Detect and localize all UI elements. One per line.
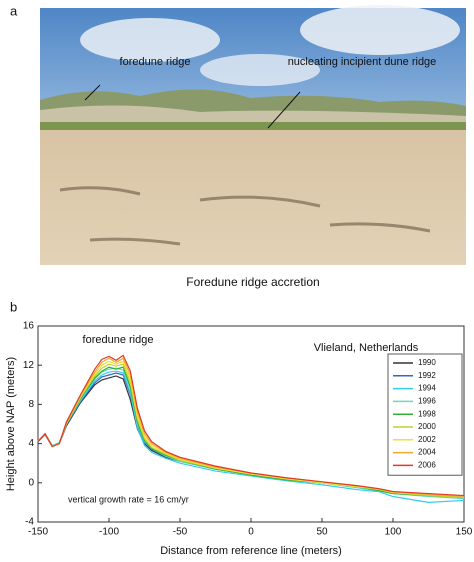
- x-tick-label: 0: [248, 527, 254, 538]
- legend-label: 2000: [418, 422, 436, 431]
- series-line: [37, 354, 465, 497]
- x-tick-label: 50: [316, 527, 328, 538]
- legend-label: 2006: [418, 461, 436, 470]
- x-tick-label: -50: [173, 527, 188, 538]
- y-axis-label: Height above NAP (meters): [5, 357, 17, 491]
- x-tick-label: -100: [99, 527, 119, 538]
- annotation: vertical growth rate = 16 cm/yr: [68, 494, 189, 504]
- y-tick-label: 4: [28, 438, 34, 449]
- legend-label: 1994: [418, 384, 436, 393]
- photo: [40, 5, 466, 265]
- x-tick-label: 100: [385, 527, 402, 538]
- photo-annotation: nucleating incipient dune ridge: [288, 56, 437, 68]
- y-tick-label: 16: [23, 321, 35, 332]
- annotation: foredune ridge: [83, 334, 154, 346]
- legend-label: 2002: [418, 435, 436, 444]
- y-tick-label: 12: [23, 360, 35, 371]
- x-axis-label: Distance from reference line (meters): [160, 545, 342, 557]
- annotation: Vlieland, Netherlands: [314, 342, 419, 354]
- y-tick-label: 8: [28, 399, 34, 410]
- x-tick-label: 150: [456, 527, 473, 538]
- legend-label: 1992: [418, 371, 436, 380]
- legend-label: 2004: [418, 448, 436, 457]
- photo-annotation: foredune ridge: [120, 56, 191, 68]
- y-tick-label: 0: [28, 477, 34, 488]
- legend-label: 1996: [418, 397, 436, 406]
- legend-label: 1990: [418, 358, 436, 367]
- panel-label: b: [10, 299, 17, 314]
- y-tick-label: -4: [25, 517, 34, 528]
- legend-label: 1998: [418, 409, 436, 418]
- panel-label: a: [10, 3, 18, 18]
- x-tick-label: -150: [28, 527, 48, 538]
- caption: Foredune ridge accretion: [186, 275, 319, 289]
